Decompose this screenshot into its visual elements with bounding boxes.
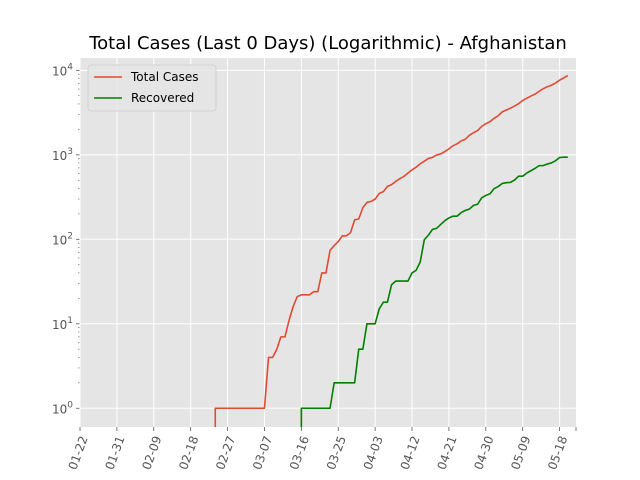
- y-tick-label: 100: [52, 400, 73, 416]
- x-tick-label: 03-16: [287, 434, 312, 472]
- plot-area: 100 101 102 103 104 01-22 01-31 02-09 02-18 02-27…: [52, 58, 577, 472]
- y-tick-label: 102: [52, 231, 73, 247]
- x-tick-label: 03-07: [250, 434, 275, 472]
- x-tick-label: 04-30: [471, 434, 496, 472]
- x-tick-label: 02-09: [139, 434, 164, 472]
- x-tick-label: 04-21: [435, 434, 460, 472]
- legend-label: Recovered: [131, 91, 194, 105]
- y-tick-label: 101: [52, 316, 73, 332]
- x-tick-label: 04-03: [361, 434, 386, 472]
- legend-label: Total Cases: [130, 70, 198, 84]
- x-tick-label: 01-31: [103, 434, 128, 472]
- chart-title: Total Cases (Last 0 Days) (Logarithmic) …: [88, 33, 567, 54]
- x-tick-label: 01-22: [66, 434, 91, 472]
- x-tick-label: 02-18: [176, 434, 201, 472]
- x-tick-label: 05-18: [545, 434, 570, 472]
- x-tick-label: 02-27: [213, 434, 238, 472]
- x-tick-label: 03-25: [324, 434, 349, 472]
- y-tick-label: 103: [52, 147, 73, 163]
- series-line-total-cases: [214, 74, 569, 427]
- series-line-recovered: [300, 156, 568, 427]
- x-tick-label: 04-12: [398, 434, 423, 472]
- y-tick-label: 104: [52, 62, 73, 78]
- x-tick-label: 05-09: [508, 434, 533, 472]
